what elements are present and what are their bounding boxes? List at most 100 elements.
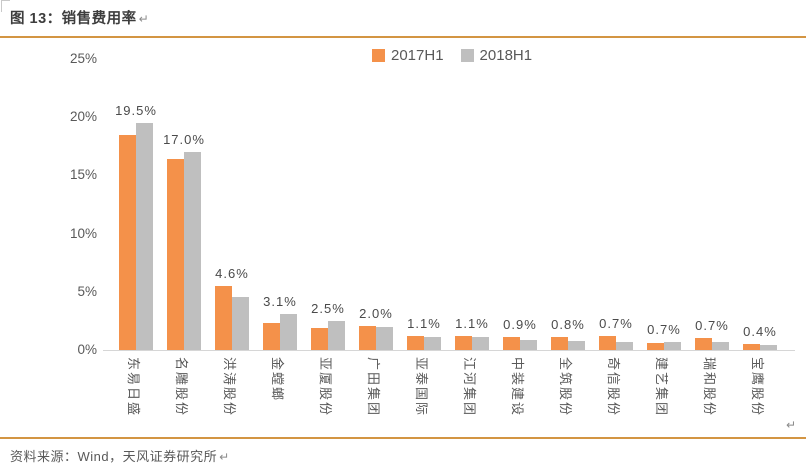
bar-2018h1 <box>568 340 585 350</box>
bar-group-12: 0.7% <box>640 59 688 350</box>
x-axis-label-cell: 奇信股份 <box>592 355 640 439</box>
plot-area: 19.5% 17.0% 4.6% 3.1% 2.5% 2.0% 1.1% 1.1% 0.9% 0.… <box>112 59 784 350</box>
bar-pair <box>167 152 201 350</box>
chart-paragraph-return-icon: ↵ <box>786 418 797 432</box>
figure-title: 图 13：销售费用率 ↵ <box>10 7 149 28</box>
data-label: 2.5% <box>311 300 345 316</box>
bar-2017h1 <box>359 325 376 350</box>
data-label: 0.7% <box>599 316 633 331</box>
bar-2017h1 <box>263 323 280 350</box>
x-axis-label: 名雕股份 <box>174 357 189 418</box>
bar-2017h1 <box>743 344 760 350</box>
bar-pair <box>455 336 489 350</box>
accent-rule-top <box>0 36 806 38</box>
x-axis-label: 全筑股份 <box>558 357 573 418</box>
x-axis-label-cell: 东易日盛 <box>112 355 160 439</box>
bar-pair <box>311 320 345 350</box>
legend-label-2017h1: 2017H1 <box>391 47 444 64</box>
chart-legend: 2017H1 2018H1 <box>372 47 532 64</box>
bar-group-11: 0.7% <box>592 59 640 350</box>
bar-group-7: 1.1% <box>400 59 448 350</box>
bar-2018h1 <box>664 341 681 350</box>
data-label: 1.1% <box>407 316 441 331</box>
bar-2018h1 <box>760 345 777 350</box>
x-axis-label: 建艺集团 <box>654 357 669 418</box>
bar-2017h1 <box>599 336 616 350</box>
x-axis-label: 广田集团 <box>366 357 381 418</box>
bar-2018h1 <box>328 320 345 350</box>
x-axis-label: 亚厦股份 <box>318 357 333 418</box>
figure-title-text: 图 13：销售费用率 <box>10 11 137 27</box>
x-axis-label: 金螳螂 <box>270 357 285 403</box>
source-note-text: 资料来源：Wind，天风证券研究所 <box>10 449 218 464</box>
data-label: 2.0% <box>359 305 393 321</box>
bar-group-6: 2.0% <box>352 59 400 350</box>
bar-2017h1 <box>695 338 712 350</box>
y-axis-tick-label: 20% <box>69 109 97 125</box>
bar-2018h1 <box>712 341 729 350</box>
x-axis-label: 江河集团 <box>462 357 477 418</box>
source-note: 资料来源：Wind，天风证券研究所 ↵ <box>10 446 230 465</box>
y-axis-tick-label: 10% <box>69 225 97 241</box>
x-axis-label-cell: 宝鹰股份 <box>736 355 784 439</box>
bar-pair <box>263 313 297 350</box>
bar-2017h1 <box>455 336 472 350</box>
bar-pair <box>647 341 681 350</box>
data-label: 0.4% <box>743 324 777 340</box>
data-label: 0.7% <box>695 318 729 334</box>
data-label: 1.1% <box>455 316 489 331</box>
x-axis-labels: 东易日盛 名雕股份 洪涛股份 金螳螂 亚厦股份 广田集团 亚泰国际 江河集团 中装建设 全筑股份 奇… <box>112 355 784 439</box>
bar-group-14: 0.4% <box>736 59 784 350</box>
table-corner-mark <box>1 0 10 12</box>
x-axis-label-cell: 亚泰国际 <box>400 355 448 439</box>
bar-pair <box>599 336 633 350</box>
legend-swatch-2017h1 <box>372 49 385 62</box>
bar-2018h1 <box>232 296 249 350</box>
bar-2018h1 <box>616 341 633 350</box>
x-axis-label-cell: 亚厦股份 <box>304 355 352 439</box>
bar-2018h1 <box>472 337 489 350</box>
legend-label-2018h1: 2018H1 <box>479 47 533 64</box>
x-axis-label: 瑞和股份 <box>702 357 717 418</box>
data-label: 0.7% <box>647 321 681 337</box>
data-label: 0.9% <box>503 317 537 333</box>
bar-pair <box>359 325 393 350</box>
bar-2018h1 <box>280 313 297 350</box>
source-paragraph-return-icon: ↵ <box>219 450 230 464</box>
bar-2018h1 <box>424 337 441 350</box>
bar-group-9: 0.9% <box>496 59 544 350</box>
paragraph-return-icon: ↵ <box>138 12 150 26</box>
bar-group-13: 0.7% <box>688 59 736 350</box>
data-label: 3.1% <box>263 293 297 309</box>
legend-item-2017h1: 2017H1 <box>372 47 444 64</box>
bar-pair <box>695 338 729 350</box>
bar-group-4: 3.1% <box>256 59 304 350</box>
data-label: 17.0% <box>163 132 205 148</box>
bar-2017h1 <box>311 327 328 350</box>
bar-pair <box>743 344 777 350</box>
bar-group-3: 4.6% <box>208 59 256 350</box>
x-axis-label-cell: 中装建设 <box>496 355 544 439</box>
y-axis-tick-label: 15% <box>69 167 97 183</box>
bar-2017h1 <box>407 336 424 350</box>
bar-2017h1 <box>503 337 520 350</box>
bar-2018h1 <box>376 326 393 350</box>
bar-2017h1 <box>215 286 232 350</box>
data-label: 19.5% <box>115 103 157 118</box>
x-axis-label-cell: 江河集团 <box>448 355 496 439</box>
bar-group-10: 0.8% <box>544 59 592 350</box>
legend-swatch-2018h1 <box>460 49 474 62</box>
bar-2018h1 <box>136 123 153 350</box>
x-axis-label-cell: 全筑股份 <box>544 355 592 439</box>
bar-group-2: 17.0% <box>160 59 208 350</box>
x-axis-label: 东易日盛 <box>126 357 141 418</box>
x-axis-label: 洪涛股份 <box>222 357 237 418</box>
bar-pair <box>407 336 441 350</box>
bar-2018h1 <box>184 152 201 350</box>
bar-group-1: 19.5% <box>112 59 160 350</box>
x-axis-label: 宝鹰股份 <box>750 357 765 418</box>
x-axis-label-cell: 金螳螂 <box>256 355 304 439</box>
bar-group-5: 2.5% <box>304 59 352 350</box>
data-label: 0.8% <box>551 317 585 333</box>
bar-2018h1 <box>520 339 537 350</box>
